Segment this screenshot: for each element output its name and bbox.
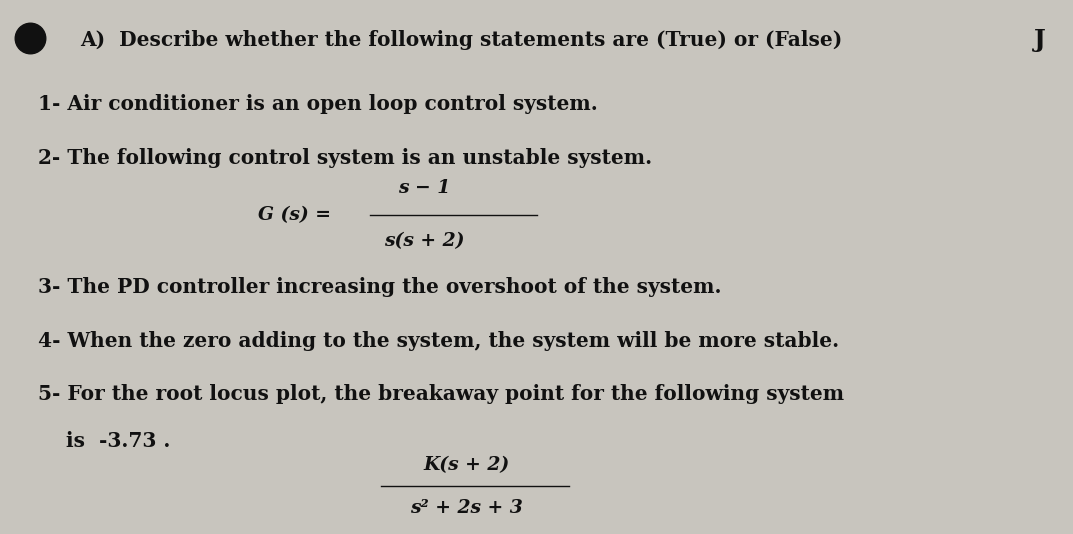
Text: 5- For the root locus plot, the breakaway point for the following system: 5- For the root locus plot, the breakawa… xyxy=(38,384,843,404)
Text: K(s + 2): K(s + 2) xyxy=(424,456,510,474)
Text: s(s + 2): s(s + 2) xyxy=(383,232,465,250)
Text: s² + 2s + 3: s² + 2s + 3 xyxy=(410,499,524,517)
Text: 4- When the zero adding to the system, the system will be more stable.: 4- When the zero adding to the system, t… xyxy=(38,331,839,351)
Text: s − 1: s − 1 xyxy=(398,179,450,197)
Text: is  -3.73 .: is -3.73 . xyxy=(38,430,170,451)
Text: G (s) =: G (s) = xyxy=(258,206,337,224)
Text: 3- The PD controller increasing the overshoot of the system.: 3- The PD controller increasing the over… xyxy=(38,277,721,297)
Text: 2- The following control system is an unstable system.: 2- The following control system is an un… xyxy=(38,147,651,168)
Text: J: J xyxy=(1034,28,1046,52)
Text: 1- Air conditioner is an open loop control system.: 1- Air conditioner is an open loop contr… xyxy=(38,94,598,114)
Text: A)  Describe whether the following statements are (True) or (False): A) Describe whether the following statem… xyxy=(80,30,842,50)
